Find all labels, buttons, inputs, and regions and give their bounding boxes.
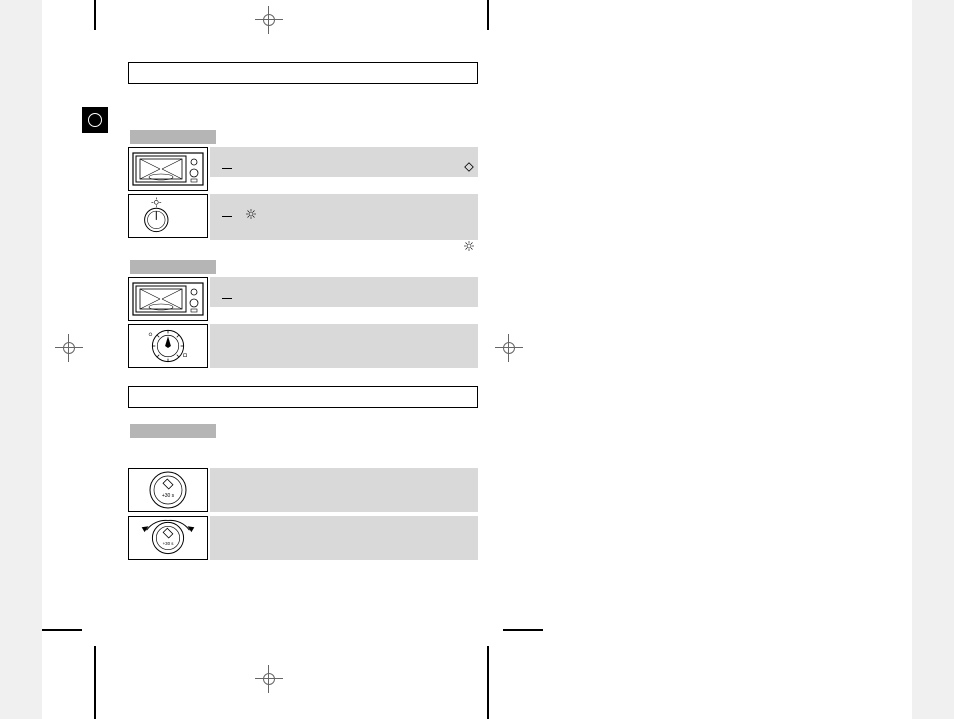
step-label bbox=[130, 260, 216, 274]
sun-icon bbox=[464, 241, 474, 251]
crop-mark bbox=[487, 0, 489, 30]
page-tab-icon bbox=[82, 107, 108, 133]
crop-mark bbox=[503, 629, 543, 631]
diamond-icon bbox=[464, 162, 474, 172]
registration-mark bbox=[255, 6, 283, 34]
microwave-illustration bbox=[128, 147, 208, 191]
registration-mark bbox=[495, 334, 523, 362]
timer-dial-illustration bbox=[128, 324, 208, 368]
knob-icon bbox=[129, 194, 207, 238]
underline-mark bbox=[222, 168, 232, 169]
step-text-block bbox=[210, 516, 478, 560]
crop-mark bbox=[42, 629, 82, 631]
crop-mark bbox=[487, 646, 489, 719]
microwave-illustration bbox=[128, 277, 208, 321]
crop-mark bbox=[94, 0, 96, 30]
sun-icon bbox=[246, 209, 256, 219]
crop-mark bbox=[94, 646, 96, 719]
microwave-icon bbox=[132, 149, 204, 189]
power-knob-illustration bbox=[128, 194, 208, 238]
start-icon: +30 s bbox=[146, 468, 190, 512]
step-text-block bbox=[210, 324, 478, 368]
step-label bbox=[130, 130, 216, 144]
registration-mark bbox=[255, 665, 283, 693]
step-text-block bbox=[210, 147, 478, 177]
manual-page: +30 s +30 s bbox=[42, 0, 912, 719]
step-text-block bbox=[210, 277, 478, 307]
microwave-icon bbox=[132, 279, 204, 319]
dial-icon bbox=[129, 324, 207, 368]
start-label: +30 s bbox=[162, 493, 175, 499]
section-heading-box bbox=[128, 386, 478, 408]
start-button-illustration: +30 s bbox=[128, 468, 208, 512]
step-text-block bbox=[210, 468, 478, 512]
start-label: +30 s bbox=[163, 541, 175, 546]
registration-mark bbox=[55, 334, 83, 362]
step-label bbox=[130, 424, 216, 438]
start-rotate-illustration: +30 s bbox=[128, 516, 208, 560]
underline-mark bbox=[222, 298, 232, 299]
rotate-icon: +30 s bbox=[129, 516, 207, 560]
section-heading-box bbox=[128, 62, 478, 84]
underline-mark bbox=[222, 216, 232, 217]
